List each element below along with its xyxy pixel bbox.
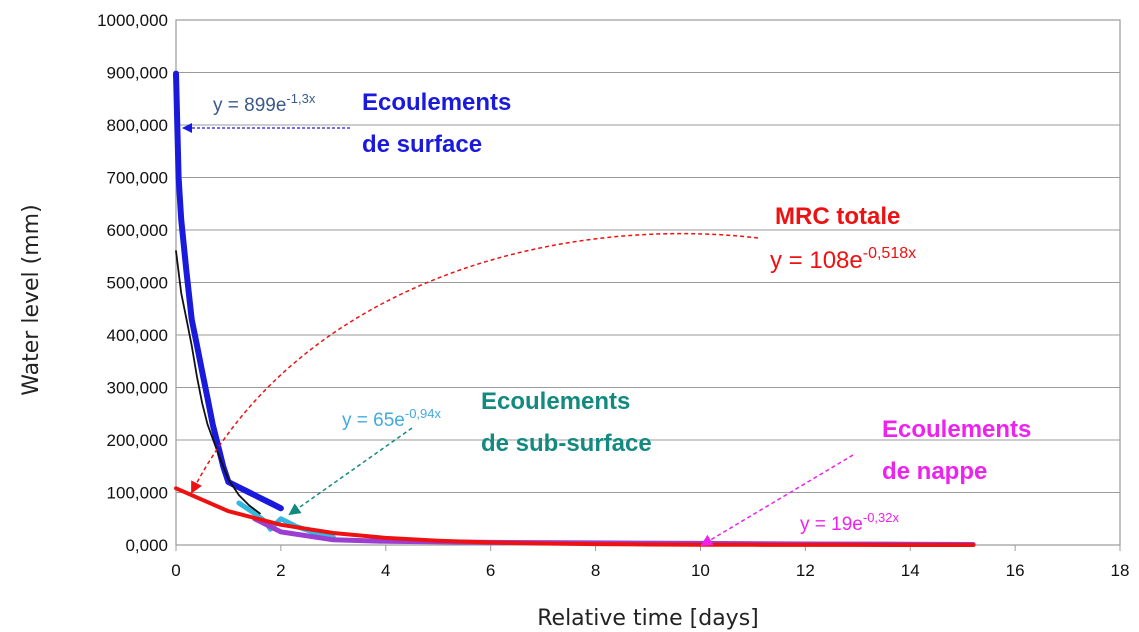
x-tick-label: 8: [591, 561, 600, 580]
y-tick-label: 600,000: [107, 221, 168, 240]
y-axis-ticks: 0,000 100,000 200,000 300,000 400,000 500,000…: [97, 11, 168, 555]
y-tick-label: 400,000: [107, 326, 168, 345]
gridlines: [176, 19, 1120, 493]
series-group: [173, 70, 976, 547]
x-tick-label: 14: [901, 561, 920, 580]
series-line-fit: [175, 250, 261, 515]
x-tick-label: 0: [171, 561, 180, 580]
subsurface-label-line2: de sub-surface: [481, 430, 652, 457]
x-tick-label: 18: [1111, 561, 1130, 580]
y-tick-label: 1000,000: [97, 11, 168, 30]
x-axis-ticks: 0 2 4 6 8 10 12 14 16 18: [171, 545, 1129, 580]
y-tick-label: 800,000: [107, 116, 168, 135]
total-arrow: [191, 232, 759, 494]
x-tick-label: 6: [486, 561, 495, 580]
nappe-equation: y = 19e-0,32x: [800, 510, 899, 535]
nappe-label-line1: Ecoulements: [882, 416, 1031, 443]
series-line-total: [174, 486, 976, 547]
y-tick-label: 200,000: [107, 431, 168, 450]
y-tick-label: 500,000: [107, 274, 168, 293]
x-tick-label: 2: [276, 561, 285, 580]
y-tick-label: 700,000: [107, 169, 168, 188]
y-tick-label: 900,000: [107, 64, 168, 83]
total-label: MRC totale: [775, 203, 900, 230]
x-tick-label: 12: [796, 561, 815, 580]
subsurface-arrow: [288, 427, 413, 516]
x-axis-label: Relative time [days]: [537, 606, 759, 631]
y-tick-label: 0,000: [125, 536, 168, 555]
subsurface-equation: y = 65e-0,94x: [342, 406, 441, 431]
series-line-surface: [173, 70, 284, 512]
surface-equation: y = 899e-1,3x: [213, 91, 316, 116]
y-tick-label: 100,000: [107, 484, 168, 503]
subsurface-label-line1: Ecoulements: [481, 388, 630, 415]
surface-label-line1: Ecoulements: [362, 89, 511, 116]
nappe-label-line2: de nappe: [882, 458, 987, 485]
total-equation: y = 108e-0,518x: [770, 245, 916, 274]
surface-label-line2: de surface: [362, 131, 482, 158]
y-tick-label: 300,000: [107, 379, 168, 398]
x-tick-label: 16: [1006, 561, 1025, 580]
x-tick-label: 10: [691, 561, 710, 580]
nappe-arrow: [700, 454, 854, 547]
x-tick-label: 4: [381, 561, 390, 580]
y-axis-label: Water level (mm): [19, 204, 44, 395]
